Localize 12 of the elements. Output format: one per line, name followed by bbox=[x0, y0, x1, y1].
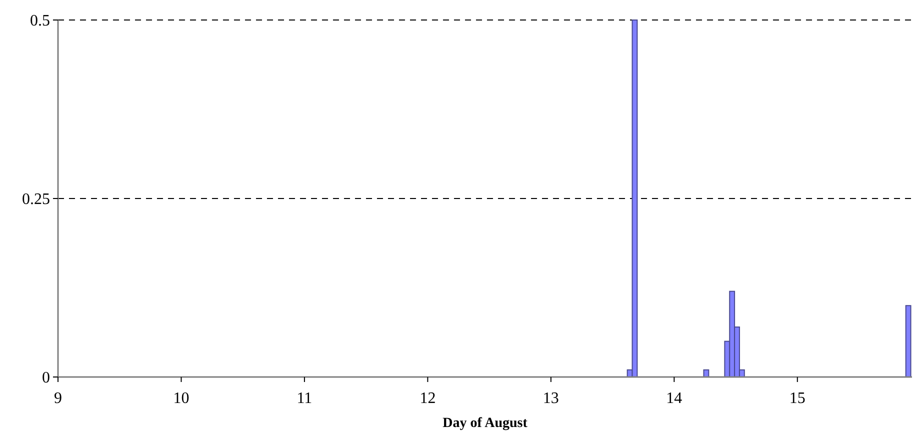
bar bbox=[905, 305, 912, 378]
x-tick-label: 9 bbox=[54, 390, 62, 407]
x-axis-title: Day of August bbox=[442, 416, 528, 431]
x-tick-label: 13 bbox=[542, 390, 559, 407]
x-tick-label: 15 bbox=[789, 390, 806, 407]
x-tick-label: 12 bbox=[420, 390, 436, 407]
y-tick-label: 0.5 bbox=[30, 12, 50, 30]
x-tick-label: 14 bbox=[666, 390, 682, 407]
y-tick-label: 0 bbox=[42, 370, 50, 387]
x-tick-label: 11 bbox=[296, 390, 312, 407]
x-tick-label: 10 bbox=[173, 390, 190, 407]
y-tick-label: 0.25 bbox=[22, 191, 50, 208]
